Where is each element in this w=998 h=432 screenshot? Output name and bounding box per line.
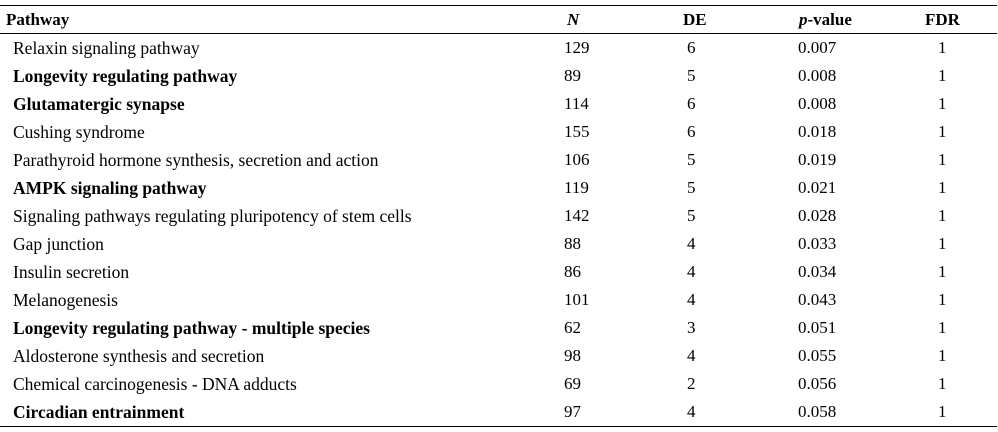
cell-pathway: Aldosterone synthesis and secretion — [13, 345, 265, 366]
header-de: DE — [642, 5, 742, 34]
cell-fdr: 1 — [938, 262, 947, 281]
cell-n: 98 — [564, 346, 581, 365]
table-row: AMPK signaling pathway 119 5 0.021 1 — [0, 174, 997, 202]
cell-p-value: 0.051 — [798, 318, 837, 337]
cell-p-value: 0.034 — [798, 262, 837, 281]
cell-n: 129 — [564, 38, 590, 57]
cell-de: 6 — [687, 122, 696, 141]
header-p-value: p-value — [742, 5, 907, 34]
cell-pathway: Signaling pathways regulating pluripoten… — [13, 205, 412, 226]
cell-n: 106 — [564, 150, 590, 169]
cell-n: 101 — [564, 290, 590, 309]
cell-de: 4 — [642, 398, 742, 427]
cell-pathway: Parathyroid hormone synthesis, secretion… — [13, 149, 379, 170]
cell-de: 2 — [687, 374, 696, 393]
table-row: Relaxin signaling pathway 129 6 0.007 1 — [0, 34, 997, 63]
cell-n: 89 — [564, 66, 581, 85]
cell-n: 142 — [564, 206, 590, 225]
table-header: Pathway N DE p-value FDR — [0, 5, 997, 34]
header-p-suffix: -value — [807, 9, 852, 29]
cell-p-value: 0.007 — [798, 38, 837, 57]
cell-fdr: 1 — [938, 66, 947, 85]
header-n: N — [512, 5, 642, 34]
cell-p-value: 0.058 — [742, 398, 907, 427]
cell-p-value: 0.033 — [798, 234, 837, 253]
cell-fdr: 1 — [938, 178, 947, 197]
table-row: Longevity regulating pathway - multiple … — [0, 314, 997, 342]
cell-p-value: 0.008 — [798, 94, 837, 113]
cell-de: 5 — [687, 178, 696, 197]
cell-n: 62 — [564, 318, 581, 337]
cell-p-value: 0.021 — [798, 178, 837, 197]
cell-fdr: 1 — [938, 346, 947, 365]
cell-de: 4 — [687, 290, 696, 309]
table-row: Melanogenesis 101 4 0.043 1 — [0, 286, 997, 314]
cell-n: 86 — [564, 262, 581, 281]
cell-fdr: 1 — [938, 150, 947, 169]
table-row: Chemical carcinogenesis - DNA adducts 69 2… — [0, 370, 997, 398]
cell-pathway: Gap junction — [13, 233, 104, 254]
cell-pathway: Longevity regulating pathway — [13, 65, 238, 86]
cell-pathway: Longevity regulating pathway - multiple … — [13, 317, 370, 338]
cell-p-value: 0.043 — [798, 290, 837, 309]
table-row: Insulin secretion 86 4 0.034 1 — [0, 258, 997, 286]
table-row: Parathyroid hormone synthesis, secretion… — [0, 146, 997, 174]
cell-pathway: AMPK signaling pathway — [13, 177, 207, 198]
cell-pathway: Circadian entrainment — [0, 398, 512, 427]
cell-de: 4 — [687, 234, 696, 253]
cell-p-value: 0.008 — [798, 66, 837, 85]
table-row: Aldosterone synthesis and secretion 98 4 0.… — [0, 342, 997, 370]
cell-fdr: 1 — [938, 38, 947, 57]
header-pathway: Pathway — [0, 5, 512, 34]
cell-fdr: 1 — [938, 374, 947, 393]
cell-pathway: Cushing syndrome — [13, 121, 145, 142]
cell-fdr: 1 — [938, 290, 947, 309]
cell-fdr: 1 — [907, 398, 997, 427]
cell-n: 119 — [564, 178, 589, 197]
header-fdr: FDR — [907, 5, 997, 34]
cell-fdr: 1 — [938, 122, 947, 141]
table-body: Relaxin signaling pathway 129 6 0.007 1 Longe… — [0, 34, 997, 427]
table-row: Gap junction 88 4 0.033 1 — [0, 230, 997, 258]
cell-p-value: 0.056 — [798, 374, 837, 393]
cell-pathway: Insulin secretion — [13, 261, 130, 282]
pathway-enrichment-table: Pathway N DE p-value FDR Relaxin signali… — [0, 5, 997, 427]
cell-de: 5 — [687, 150, 696, 169]
cell-pathway: Melanogenesis — [13, 289, 118, 310]
cell-pathway: Relaxin signaling pathway — [13, 37, 200, 58]
cell-fdr: 1 — [938, 234, 947, 253]
cell-de: 5 — [687, 206, 696, 225]
cell-fdr: 1 — [938, 318, 947, 337]
cell-n: 114 — [564, 94, 589, 113]
table-row: Circadian entrainment 97 4 0.058 1 — [0, 398, 997, 427]
cell-de: 6 — [687, 38, 696, 57]
cell-de: 4 — [687, 262, 696, 281]
header-row: Pathway N DE p-value FDR — [0, 5, 997, 34]
table-row: Glutamatergic synapse 114 6 0.008 1 — [0, 90, 997, 118]
cell-p-value: 0.019 — [798, 150, 837, 169]
cell-p-value: 0.055 — [798, 346, 837, 365]
header-p-letter: p — [799, 9, 808, 29]
cell-pathway: Chemical carcinogenesis - DNA adducts — [13, 373, 297, 394]
cell-n: 155 — [564, 122, 590, 141]
cell-p-value: 0.028 — [798, 206, 837, 225]
cell-fdr: 1 — [938, 206, 947, 225]
cell-de: 3 — [687, 318, 696, 337]
cell-de: 6 — [687, 94, 696, 113]
table-row: Longevity regulating pathway 89 5 0.008 1 — [0, 62, 997, 90]
cell-de: 5 — [687, 66, 696, 85]
table-row: Cushing syndrome 155 6 0.018 1 — [0, 118, 997, 146]
cell-pathway: Glutamatergic synapse — [13, 93, 185, 114]
cell-n: 69 — [564, 374, 581, 393]
cell-fdr: 1 — [938, 94, 947, 113]
cell-n: 88 — [564, 234, 581, 253]
cell-n: 97 — [512, 398, 642, 427]
cell-p-value: 0.018 — [798, 122, 837, 141]
cell-de: 4 — [687, 346, 696, 365]
table-row: Signaling pathways regulating pluripoten… — [0, 202, 997, 230]
